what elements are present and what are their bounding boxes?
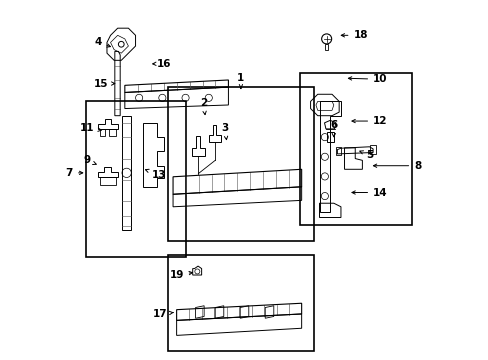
Text: 11: 11 [80, 123, 101, 133]
Text: 18: 18 [341, 30, 367, 40]
Text: 1: 1 [237, 73, 244, 89]
Text: 5: 5 [359, 150, 372, 160]
Text: 13: 13 [145, 169, 166, 180]
Text: 6: 6 [329, 120, 337, 137]
Bar [85, 102, 185, 257]
Text: 7: 7 [65, 168, 82, 178]
Text: 19: 19 [169, 270, 192, 280]
Text: 17: 17 [153, 309, 173, 319]
Bar [299, 73, 411, 225]
Text: 2: 2 [200, 98, 206, 114]
Text: 8: 8 [373, 161, 421, 171]
Bar [167, 255, 313, 351]
Text: 14: 14 [351, 188, 387, 198]
Text: 4: 4 [94, 37, 110, 48]
Text: 12: 12 [351, 116, 387, 126]
Bar [167, 87, 313, 241]
Text: 15: 15 [93, 78, 115, 89]
Text: 16: 16 [152, 59, 171, 68]
Text: 10: 10 [347, 74, 387, 84]
Text: 9: 9 [83, 156, 96, 165]
Text: 3: 3 [221, 123, 228, 140]
